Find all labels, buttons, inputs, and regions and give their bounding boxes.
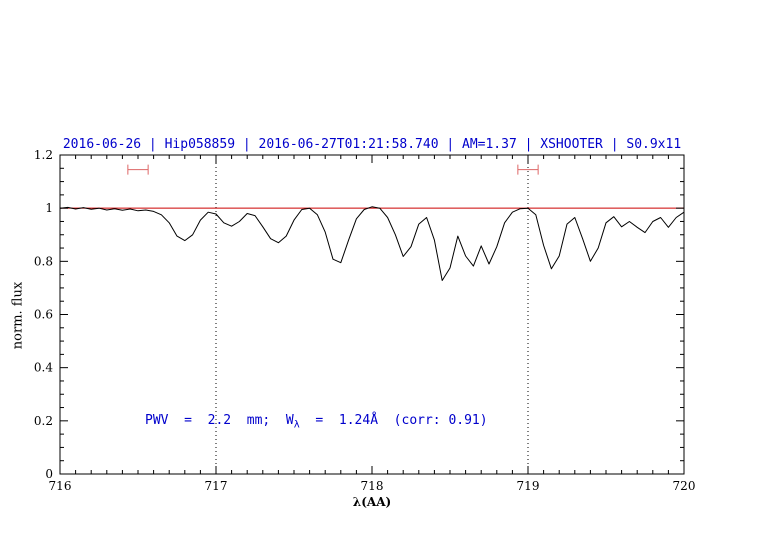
y-tick-label: 0.2 [34,414,53,428]
annotation-lambda-subscript: λ [293,419,300,431]
y-tick-label: 0.4 [34,361,53,375]
x-tick-label: 716 [49,479,72,493]
x-tick-label: 720 [673,479,696,493]
x-tick-label: 717 [205,479,228,493]
x-tick-label: 718 [361,479,384,493]
x-axis-label: λ(AA) [352,495,392,509]
y-tick-label: 0.8 [34,254,53,268]
annotation-text-post: = 1.24Å (corr: 0.91) [299,413,488,428]
annotation-text-pre: PWV = 2.2 mm; W [145,413,294,428]
y-tick-label: 0.6 [34,308,53,322]
pwv-annotation: PWV = 2.2 mm; Wλ = 1.24Å (corr: 0.91) [145,413,488,431]
y-tick-label: 1 [45,201,53,215]
spectrum-line [59,206,685,281]
x-tick-label: 719 [517,479,540,493]
plot-title: 2016-06-26 | Hip058859 | 2016-06-27T01:2… [62,137,682,152]
y-tick-label: 0 [45,467,53,481]
y-tick-label: 1.2 [34,148,53,162]
